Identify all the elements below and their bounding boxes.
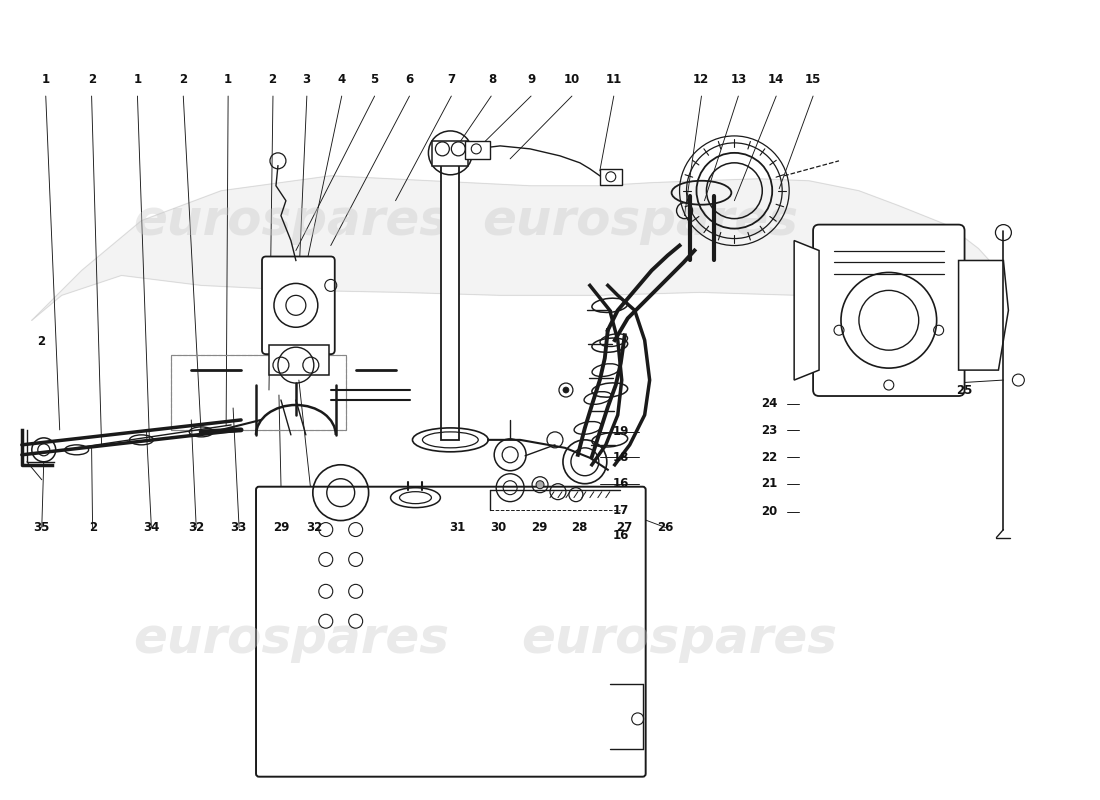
Text: 6: 6: [406, 73, 414, 86]
Text: 33: 33: [231, 521, 246, 534]
Text: 32: 32: [188, 521, 205, 534]
Bar: [432, 141, 469, 166]
Text: eurospares: eurospares: [521, 615, 837, 663]
Text: 2: 2: [178, 73, 187, 86]
Text: 24: 24: [761, 398, 778, 410]
Polygon shape: [32, 176, 999, 320]
Text: 31: 31: [449, 521, 465, 534]
Bar: [270, 345, 329, 375]
Text: 7: 7: [448, 73, 455, 86]
Text: eurospares: eurospares: [482, 197, 798, 245]
Text: 2: 2: [89, 521, 97, 534]
Polygon shape: [958, 261, 1009, 370]
FancyBboxPatch shape: [256, 486, 646, 777]
Text: 10: 10: [564, 73, 580, 86]
Text: 22: 22: [761, 451, 778, 464]
Bar: [600, 169, 621, 185]
Text: 1: 1: [134, 73, 142, 86]
Text: 4: 4: [338, 73, 345, 86]
Text: 34: 34: [143, 521, 160, 534]
Text: 8: 8: [487, 73, 496, 86]
FancyBboxPatch shape: [813, 225, 965, 396]
Text: 1: 1: [223, 73, 232, 86]
Text: 23: 23: [761, 424, 778, 437]
Text: 27: 27: [616, 521, 632, 534]
Text: 19: 19: [613, 426, 629, 438]
Bar: [441, 156, 460, 440]
Polygon shape: [794, 241, 820, 380]
Text: 35: 35: [33, 521, 50, 534]
Text: 29: 29: [273, 521, 289, 534]
Bar: [172, 355, 345, 430]
Text: 16: 16: [613, 478, 629, 490]
Text: 16: 16: [613, 529, 629, 542]
Text: 12: 12: [693, 73, 710, 86]
Text: 2: 2: [268, 73, 277, 86]
Text: 1: 1: [42, 73, 50, 86]
Text: 30: 30: [491, 521, 507, 534]
Text: 3: 3: [302, 73, 310, 86]
Circle shape: [536, 481, 544, 489]
Text: eurospares: eurospares: [133, 197, 449, 245]
Text: 32: 32: [306, 521, 322, 534]
Text: eurospares: eurospares: [133, 615, 449, 663]
Text: 28: 28: [571, 521, 587, 534]
Text: 21: 21: [761, 478, 778, 490]
Text: 13: 13: [730, 73, 747, 86]
Text: 29: 29: [531, 521, 547, 534]
Text: 11: 11: [605, 73, 621, 86]
Text: 5: 5: [371, 73, 378, 86]
Text: 2: 2: [88, 73, 96, 86]
Circle shape: [563, 387, 569, 393]
Text: 9: 9: [527, 73, 536, 86]
Bar: [465, 141, 491, 159]
Text: 26: 26: [657, 521, 673, 534]
Text: 14: 14: [768, 73, 784, 86]
FancyBboxPatch shape: [262, 257, 334, 354]
Bar: [172, 355, 345, 430]
Text: 25: 25: [956, 384, 972, 397]
Text: 17: 17: [613, 503, 629, 517]
Text: 18: 18: [613, 451, 629, 464]
Text: 15: 15: [805, 73, 822, 86]
Text: 20: 20: [761, 505, 778, 518]
Text: 2: 2: [37, 334, 45, 347]
